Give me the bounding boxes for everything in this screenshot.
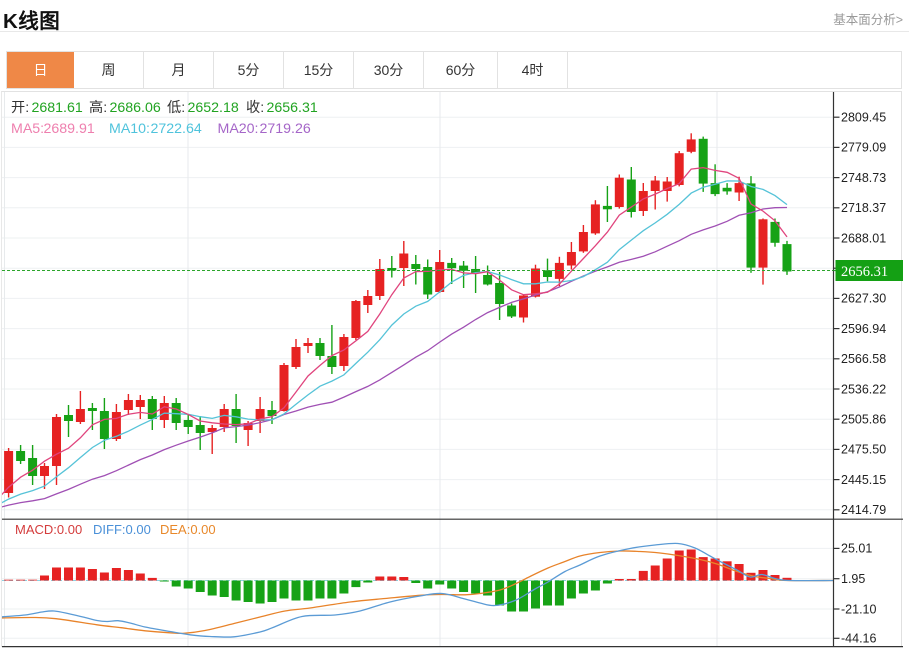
svg-text:开:2681.61高:2686.06低:2652.18收:2: 开: 2681.61 高: 2686.06 低: 2652.18 收: 2656.31: [11, 99, 318, 116]
svg-text:2505.86: 2505.86: [841, 413, 886, 427]
svg-text:25.01: 25.01: [841, 542, 872, 556]
svg-text:2414.79: 2414.79: [841, 503, 886, 517]
svg-text:2718.37: 2718.37: [841, 201, 886, 215]
svg-text:2475.50: 2475.50: [841, 443, 886, 457]
svg-text:2445.15: 2445.15: [841, 473, 886, 487]
svg-text:-21.10: -21.10: [841, 602, 876, 616]
svg-text:2748.73: 2748.73: [841, 171, 886, 185]
svg-text:2596.94: 2596.94: [841, 322, 886, 336]
svg-text:2566.58: 2566.58: [841, 352, 886, 366]
svg-text:2809.45: 2809.45: [841, 111, 886, 125]
svg-text:2656.31: 2656.31: [841, 264, 888, 280]
svg-text:2688.01: 2688.01: [841, 231, 886, 245]
svg-text:1.95: 1.95: [841, 572, 865, 586]
svg-text:2779.09: 2779.09: [841, 141, 886, 155]
svg-text:2536.22: 2536.22: [841, 382, 886, 396]
svg-text:-44.16: -44.16: [841, 632, 876, 646]
svg-text:2627.30: 2627.30: [841, 292, 886, 306]
